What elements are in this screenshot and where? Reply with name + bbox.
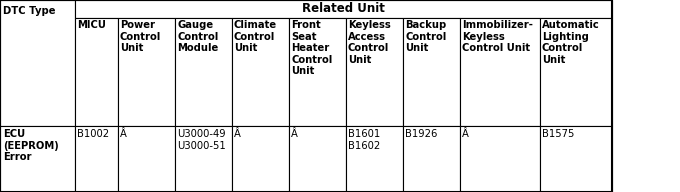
Bar (540, 126, 612, 192)
Bar (75, 126, 118, 192)
Text: B1601
B1602: B1601 B1602 (348, 129, 380, 151)
Bar (232, 18, 289, 126)
Text: Gauge
Control
Module: Gauge Control Module (177, 20, 218, 53)
Text: Keyless
Access
Control
Unit: Keyless Access Control Unit (348, 20, 391, 65)
Bar (403, 126, 460, 192)
Bar (403, 18, 460, 126)
Text: DTC Type: DTC Type (3, 6, 56, 16)
Text: MICU: MICU (77, 20, 106, 30)
Bar (346, 18, 403, 126)
Text: Climate
Control
Unit: Climate Control Unit (234, 20, 277, 53)
Text: Â: Â (291, 129, 298, 139)
Text: Front
Seat
Heater
Control
Unit: Front Seat Heater Control Unit (291, 20, 333, 76)
Text: B1575: B1575 (542, 129, 575, 139)
Bar (0, 126, 75, 192)
Text: Â: Â (120, 129, 127, 139)
Text: B1002: B1002 (77, 129, 109, 139)
Text: Related Unit: Related Unit (302, 2, 385, 15)
Text: Â: Â (462, 129, 469, 139)
Bar (175, 126, 232, 192)
Text: Â: Â (234, 129, 241, 139)
Text: Immobilizer-
Keyless
Control Unit: Immobilizer- Keyless Control Unit (462, 20, 533, 53)
Bar (289, 18, 346, 126)
Bar (460, 18, 540, 126)
Text: U3000-49
U3000-51: U3000-49 U3000-51 (177, 129, 226, 151)
Bar (346, 126, 403, 192)
Text: Automatic
Lighting
Control
Unit: Automatic Lighting Control Unit (542, 20, 600, 65)
Text: Power
Control
Unit: Power Control Unit (120, 20, 161, 53)
Bar (75, 0, 612, 18)
Text: Backup
Control
Unit: Backup Control Unit (405, 20, 446, 53)
Bar (232, 126, 289, 192)
Text: ECU
(EEPROM)
Error: ECU (EEPROM) Error (3, 129, 58, 162)
Bar (118, 18, 175, 126)
Bar (289, 126, 346, 192)
Bar (75, 18, 118, 126)
Text: B1926: B1926 (405, 129, 437, 139)
Bar (0, 0, 75, 126)
Bar (460, 126, 540, 192)
Bar (540, 18, 612, 126)
Bar (118, 126, 175, 192)
Bar (175, 18, 232, 126)
